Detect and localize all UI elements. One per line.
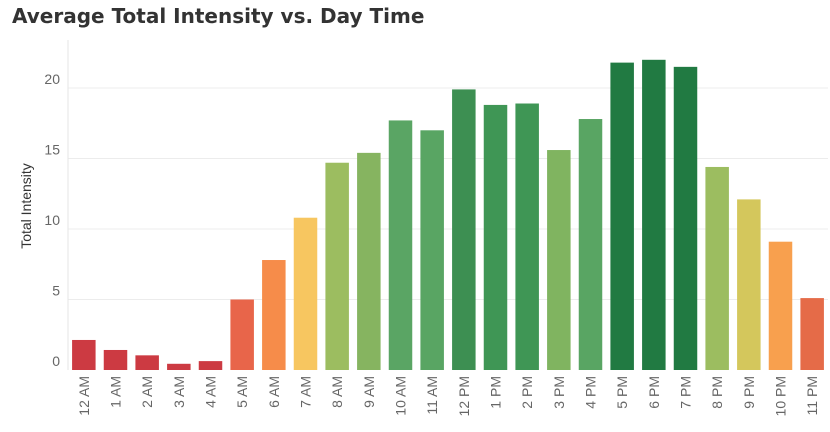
x-tick-label: 2 AM — [139, 376, 155, 408]
bar-6-pm[interactable] — [642, 59, 666, 371]
bar-3-am[interactable] — [167, 363, 191, 370]
y-tick-label: 5 — [52, 283, 60, 299]
x-tick-label: 11 AM — [424, 376, 440, 415]
bar-4-am[interactable] — [198, 361, 223, 370]
x-tick-label: 3 AM — [171, 376, 187, 408]
bar-3-pm[interactable] — [547, 150, 571, 370]
x-tick-label: 1 AM — [108, 376, 124, 408]
x-axis: 12 AM 1 AM 2 AM 3 AM 4 AM 5 AM 6 AM 7 AM 8 AM 9 A… — [76, 376, 820, 416]
y-axis: 0 5 10 15 20 — [44, 40, 69, 370]
bar-10-am[interactable] — [388, 120, 413, 371]
x-tick-label: 7 PM — [678, 376, 694, 409]
x-tick-label: 11 PM — [804, 376, 820, 415]
bar-7-am[interactable] — [293, 217, 318, 370]
x-tick-label: 12 PM — [456, 376, 472, 416]
gridlines — [68, 87, 828, 300]
bar-4-pm[interactable] — [578, 119, 603, 371]
bar-1-pm[interactable] — [483, 104, 508, 371]
x-tick-label: 4 PM — [583, 376, 599, 409]
x-tick-label: 12 AM — [76, 376, 92, 416]
bar-9-pm[interactable] — [737, 199, 761, 370]
y-tick-label: 15 — [44, 142, 60, 158]
bar-9-am[interactable] — [357, 152, 381, 370]
x-tick-label: 9 AM — [361, 376, 377, 408]
bar-10-pm[interactable] — [768, 241, 793, 370]
y-tick-label: 20 — [44, 71, 60, 87]
bar-2-pm[interactable] — [515, 103, 539, 370]
y-axis-label: Total Intensity — [18, 163, 34, 249]
bar-2-am[interactable] — [135, 355, 159, 370]
bar-6-am[interactable] — [262, 260, 286, 370]
x-tick-label: 2 PM — [519, 376, 535, 409]
bar-7-pm[interactable] — [673, 66, 698, 370]
x-tick-label: 6 AM — [266, 376, 282, 408]
x-tick-label: 10 AM — [393, 376, 409, 416]
chart-title: Average Total Intensity vs. Day Time — [12, 4, 425, 28]
x-tick-label: 9 PM — [741, 376, 757, 409]
x-tick-label: 1 PM — [488, 376, 504, 409]
bars — [72, 59, 824, 371]
bar-1-am[interactable] — [103, 349, 128, 370]
bar-5-am[interactable] — [230, 299, 254, 371]
x-tick-label: 10 PM — [773, 376, 789, 416]
x-tick-label: 8 PM — [709, 376, 725, 409]
bar-12-am[interactable] — [72, 339, 96, 370]
bar-11-pm[interactable] — [800, 298, 824, 370]
x-tick-label: 4 AM — [203, 376, 219, 408]
x-tick-label: 5 AM — [234, 376, 250, 408]
x-tick-label: 7 AM — [298, 376, 314, 408]
y-tick-label: 0 — [52, 353, 60, 369]
x-tick-label: 8 AM — [329, 376, 345, 408]
x-tick-label: 3 PM — [551, 376, 567, 409]
bar-11-am[interactable] — [420, 130, 444, 370]
bar-12-pm[interactable] — [452, 89, 476, 370]
y-tick-label: 10 — [44, 212, 60, 228]
bar-8-am[interactable] — [325, 162, 349, 370]
x-tick-label: 5 PM — [614, 376, 630, 409]
x-tick-label: 6 PM — [646, 376, 662, 409]
bar-5-pm[interactable] — [610, 62, 634, 371]
bar-8-pm[interactable] — [705, 166, 729, 370]
